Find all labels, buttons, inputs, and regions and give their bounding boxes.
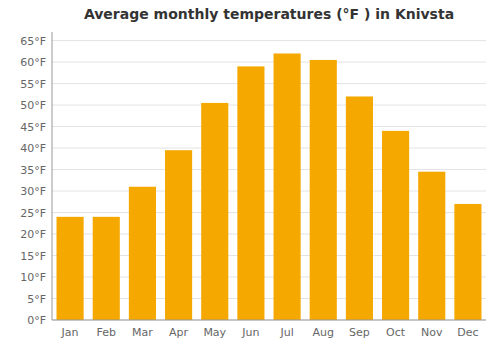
grid-line <box>52 40 486 41</box>
x-tick-label: Dec <box>457 326 478 339</box>
y-tick-label: 60°F <box>20 56 46 69</box>
y-tick-label: 40°F <box>20 142 46 155</box>
y-tick-label: 45°F <box>20 121 46 134</box>
x-tick-label: Oct <box>386 326 406 339</box>
grid-line <box>52 62 486 63</box>
x-tick-label: May <box>203 326 226 339</box>
grid-line <box>52 169 486 170</box>
x-tick-labels: Jan Feb Mar Apr May Jun Jul Aug Sep Oct Nov Dec <box>61 326 479 339</box>
grid-line <box>52 148 486 149</box>
y-tick-label: 50°F <box>20 99 46 112</box>
bar <box>274 53 301 320</box>
bar <box>454 204 481 320</box>
y-tick-label: 5°F <box>27 293 46 306</box>
x-tick-label: Mar <box>132 326 153 339</box>
grid-line <box>52 83 486 84</box>
x-tick-label: Jun <box>241 326 259 339</box>
x-tick-label: Sep <box>349 326 370 339</box>
bar <box>165 150 192 320</box>
x-tick-label: Jan <box>61 326 79 339</box>
y-tick-label: 0°F <box>27 314 46 327</box>
grid-line <box>52 320 486 321</box>
x-tick-label: Feb <box>97 326 116 339</box>
x-tick-label: Jul <box>279 326 293 339</box>
y-tick-label: 10°F <box>20 271 46 284</box>
bar <box>418 172 445 320</box>
y-axis-line <box>52 32 53 320</box>
chart-title: Average monthly temperatures (°F ) in Kn… <box>84 6 454 22</box>
x-tick-label: Aug <box>313 326 334 339</box>
bar <box>201 103 228 320</box>
chart-container: Average monthly temperatures (°F ) in Kn… <box>0 0 500 350</box>
bar <box>382 131 409 320</box>
x-tick-label: Nov <box>421 326 443 339</box>
bar <box>237 66 264 320</box>
grid-line <box>52 126 486 127</box>
y-tick-label: 55°F <box>20 78 46 91</box>
bar <box>129 187 156 320</box>
y-grid <box>52 41 486 320</box>
y-tick-label: 25°F <box>20 207 46 220</box>
bars <box>57 53 482 320</box>
bar <box>93 217 120 320</box>
bar <box>346 96 373 320</box>
y-tick-label: 20°F <box>20 228 46 241</box>
y-tick-label: 15°F <box>20 250 46 263</box>
x-tick-label: Apr <box>169 326 189 339</box>
grid-line <box>52 105 486 106</box>
page: {"chart_data": {"type": "bar", "title": … <box>0 0 500 350</box>
bar <box>57 217 84 320</box>
bar <box>310 60 337 320</box>
y-tick-labels: 0°F 5°F 10°F 15°F 20°F 25°F 30°F 35°F 40°F 45°F 50… <box>20 35 46 327</box>
chart-svg: Average monthly temperatures (°F ) in Kn… <box>0 0 500 350</box>
y-tick-label: 65°F <box>20 35 46 48</box>
y-tick-label: 35°F <box>20 164 46 177</box>
x-axis-line <box>52 320 486 321</box>
y-tick-label: 30°F <box>20 185 46 198</box>
